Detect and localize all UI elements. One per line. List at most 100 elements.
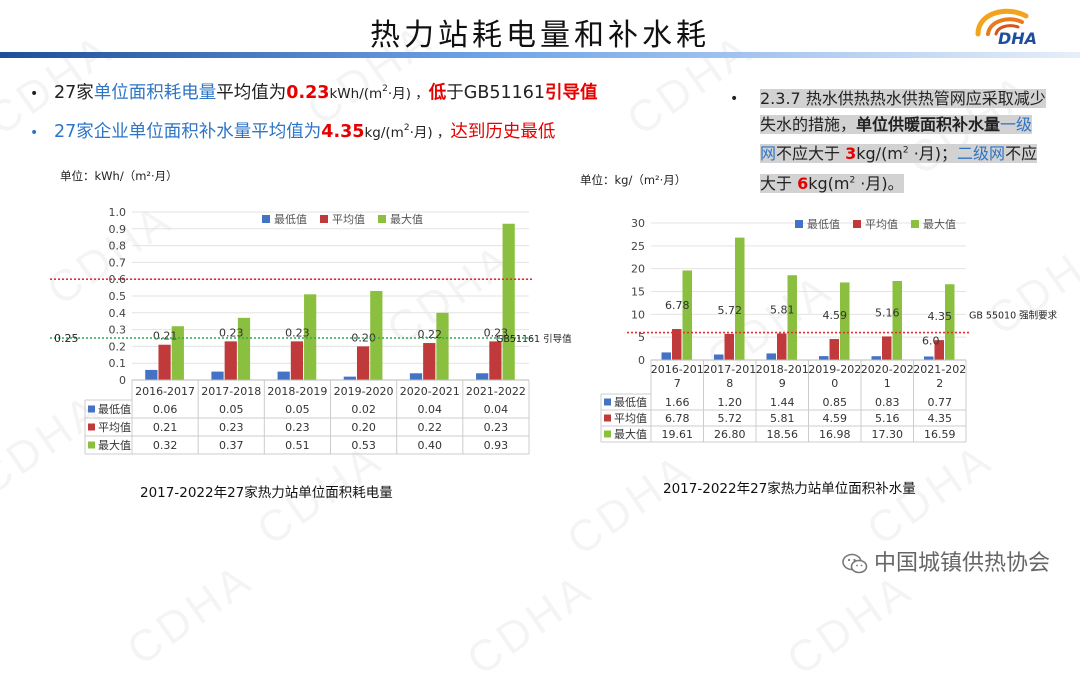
bar-最大值 — [436, 312, 449, 380]
bar-最大值 — [304, 294, 317, 380]
table-row-header: 平均值 — [614, 412, 647, 425]
table-cell: 1.44 — [770, 396, 795, 409]
bullet-water: • 27家企业单位面积补水量平均值为4.35kg/(m2·月) ，达到历史最低 — [30, 111, 598, 150]
note-primary-net: 一级网 — [760, 115, 1033, 164]
legend-swatch — [378, 215, 386, 223]
bar-最低值 — [343, 376, 356, 380]
bar-平均值 — [158, 344, 171, 380]
data-label: 0.23 — [285, 326, 310, 339]
watermark-text: CDHA — [458, 564, 602, 686]
x-tick-label: 2020-202 — [861, 363, 914, 376]
table-cell: 0.93 — [484, 439, 509, 452]
table-cell: 5.81 — [770, 412, 795, 425]
legend-swatch — [911, 220, 919, 228]
bullet-remark: 达到历史最低 — [450, 121, 556, 142]
table-cell: 0.53 — [351, 439, 376, 452]
table-cell: 0.05 — [285, 403, 310, 416]
table-cell: 4.59 — [823, 412, 848, 425]
bullet-text: 27家企业单位面积补水量 — [54, 121, 252, 142]
bullet-ref-tail: 引导值 — [545, 82, 598, 103]
data-label: 5.81 — [770, 303, 795, 316]
y-tick-label: 0.9 — [109, 223, 127, 236]
bullet-low: 低 — [428, 82, 447, 103]
bar-最低值 — [476, 373, 489, 380]
bar-平均值 — [724, 333, 734, 360]
legend-swatch — [262, 215, 270, 223]
y-tick-label: 0 — [119, 374, 126, 387]
table-cell: 0.85 — [823, 396, 848, 409]
table-legend-swatch — [88, 423, 95, 431]
y-tick-label: 0 — [638, 354, 645, 367]
table-legend-swatch — [88, 405, 95, 413]
table-cell: 0.23 — [219, 421, 244, 434]
data-label: 6.78 — [665, 299, 690, 312]
title-underline — [0, 52, 1080, 58]
bullet-value: 4.35 — [321, 121, 365, 142]
bar-最大值 — [892, 280, 902, 360]
note-unit: ·月)； — [908, 144, 958, 164]
data-label: 0.23 — [484, 326, 509, 339]
legend-label: 最低值 — [274, 213, 307, 226]
bullet-text: 平均值为 — [216, 82, 287, 103]
wechat-icon — [842, 553, 868, 574]
table-cell: 0.77 — [928, 396, 953, 409]
y-tick-label: 0.3 — [109, 324, 127, 337]
y-tick-label: 25 — [631, 240, 645, 253]
x-tick-label: 2021-2022 — [466, 385, 526, 398]
table-legend-swatch — [604, 414, 611, 422]
table-legend-swatch — [604, 430, 611, 438]
y-tick-label: 5 — [638, 331, 645, 344]
note-text: 不应大于 — [760, 144, 1038, 193]
x-tick-label: 2019-2020 — [334, 385, 394, 398]
bullet-unit: ·月) ， — [409, 124, 451, 141]
x-tick-label: 9 — [779, 377, 786, 390]
legend-label: 最大值 — [923, 217, 956, 231]
standard-note: • 2.3.7 热水供热热水供热管网应采取减少失水的措施，单位供暖面积补水量一级… — [730, 86, 1046, 197]
chart1-unit-label: 单位：kWh/（m²·月） — [60, 169, 178, 183]
table-cell: 4.35 — [928, 412, 953, 425]
legend-swatch — [795, 220, 803, 228]
legend-swatch — [320, 215, 328, 223]
bar-最大值 — [945, 284, 955, 360]
reference-label: GB51161 引导值 — [496, 333, 572, 345]
table-legend-swatch — [604, 398, 611, 406]
table-row-header: 最低值 — [98, 403, 131, 416]
bar-平均值 — [224, 341, 237, 380]
bullet-dot-icon: • — [730, 91, 739, 107]
data-label: 5.72 — [718, 304, 743, 317]
y-tick-label: 15 — [631, 286, 645, 299]
legend-label: 最大值 — [390, 212, 423, 226]
x-tick-label: 2017-2018 — [201, 385, 261, 398]
note-unit: kg(m — [808, 173, 850, 193]
data-label: 4.35 — [928, 310, 953, 323]
x-tick-label: 2018-201 — [756, 363, 809, 376]
table-row-header: 最低值 — [614, 396, 647, 409]
table-cell: 5.72 — [718, 412, 743, 425]
note-unit-sup: 2 — [849, 175, 856, 186]
bullet-ref: 于GB51161 — [446, 82, 546, 103]
bar-平均值 — [489, 341, 502, 380]
x-tick-label: 2020-2021 — [400, 385, 460, 398]
bullet-unit: ·月) ， — [387, 85, 429, 102]
table-cell: 6.78 — [665, 412, 690, 425]
data-label: 0.21 — [153, 330, 178, 343]
table-cell: 0.37 — [219, 439, 244, 452]
note-limit-secondary: 6 — [797, 173, 809, 193]
chart2-unit-label: 单位：kg/（m²·月） — [580, 173, 687, 187]
table-legend-swatch — [88, 441, 95, 449]
legend-swatch — [853, 220, 861, 228]
y-tick-label: 20 — [631, 263, 645, 276]
bar-平均值 — [356, 346, 370, 380]
bar-最低值 — [211, 371, 224, 380]
bar-平均值 — [423, 343, 436, 380]
summary-bullets: • 27家单位面积耗电量平均值为0.23kWh/(m2·月) ，低于GB51161… — [30, 72, 598, 150]
y-tick-label: 0.6 — [109, 273, 127, 286]
data-label: 4.59 — [823, 309, 848, 322]
bar-平均值 — [882, 336, 892, 360]
y-tick-label: 0.4 — [109, 307, 127, 320]
x-tick-label: 1 — [884, 377, 891, 390]
x-tick-label: 2016-201 — [651, 363, 704, 376]
table-cell: 0.83 — [875, 396, 900, 409]
legend-label: 平均值 — [332, 213, 365, 226]
